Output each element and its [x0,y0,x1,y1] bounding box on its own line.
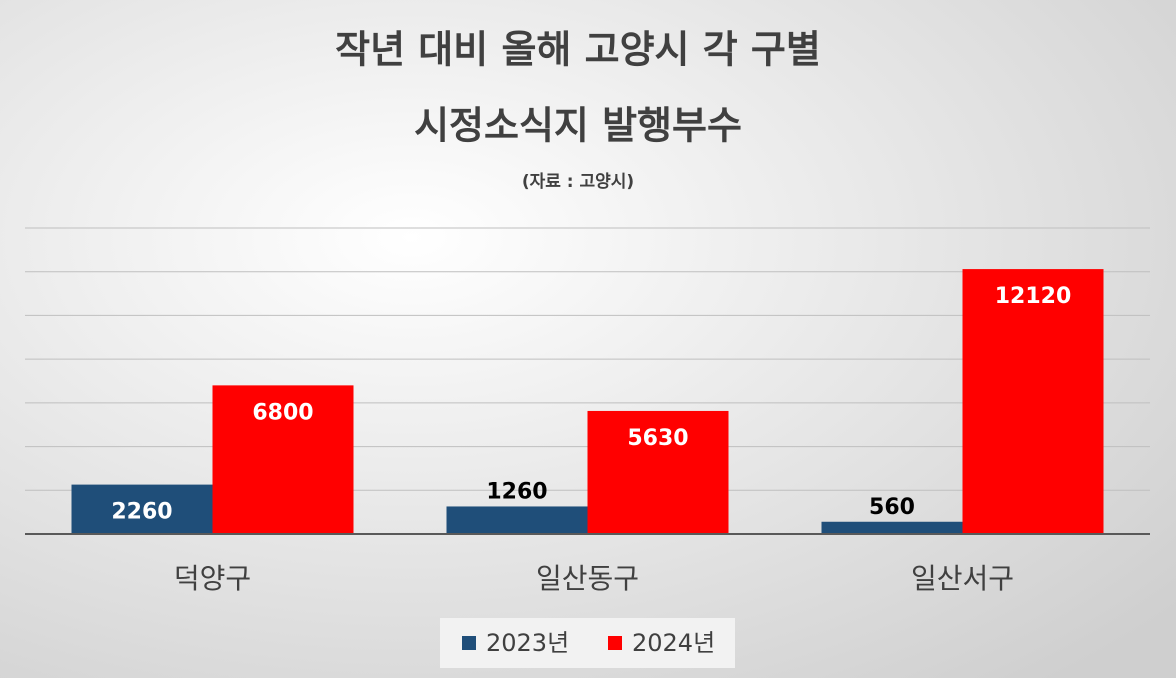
chart-subtitle: (자료 : 고양시) [522,172,634,192]
bar [821,521,963,534]
data-label: 6800 [252,400,313,425]
legend-label: 2024년 [632,629,715,657]
bar [446,506,588,534]
data-label: 5630 [627,426,688,451]
data-label: 12120 [995,284,1072,309]
data-label: 2260 [111,500,172,525]
x-tick-label: 덕양구 [174,562,251,595]
data-label: 560 [869,495,915,520]
chart-title: 작년 대비 올해 고양시 각 구별 [335,28,821,72]
legend-label: 2023년 [486,629,569,657]
bar [71,484,213,534]
legend-swatch [462,636,476,650]
bar [212,385,354,534]
legend-box [440,618,735,668]
x-tick-label: 일산서구 [911,562,1014,595]
legend-swatch [608,636,622,650]
bar [587,410,729,534]
data-label: 1260 [486,479,547,504]
bar [962,269,1104,534]
x-tick-label: 일산동구 [536,562,639,595]
chart-title: 시정소식지 발행부수 [414,104,742,148]
